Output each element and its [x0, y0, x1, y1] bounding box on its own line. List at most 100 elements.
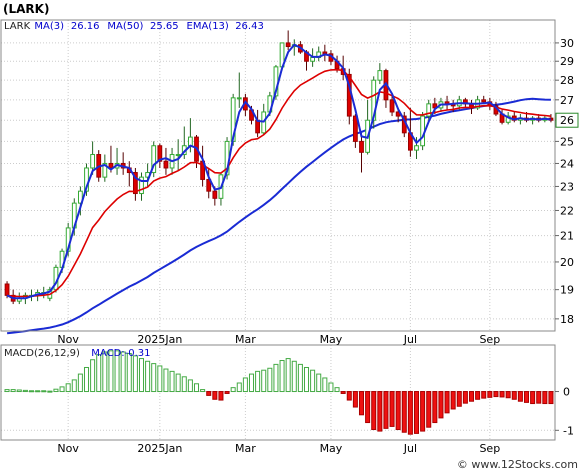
- macd-bar-negative: [438, 391, 444, 419]
- macd-y-ticks: 0 -1: [555, 386, 574, 437]
- macd-bar-negative: [340, 391, 346, 394]
- macd-bar-negative: [206, 391, 212, 396]
- price-y-tick-label: 19: [560, 284, 574, 297]
- macd-bar-positive: [261, 369, 267, 393]
- macd-bar-negative: [548, 391, 554, 405]
- price-x-tick-label: 2025Jan: [137, 333, 182, 346]
- macd-bar-positive: [126, 353, 132, 393]
- macd-bar-negative: [395, 391, 401, 431]
- macd-bar-positive: [310, 369, 316, 393]
- price-x-tick-label: Mar: [235, 333, 256, 346]
- candle-down: [206, 178, 212, 192]
- macd-bar-negative: [444, 391, 450, 414]
- macd-bar-negative: [505, 391, 511, 399]
- macd-bar-positive: [10, 389, 16, 393]
- candle-up: [426, 103, 432, 117]
- candle-down: [157, 145, 163, 162]
- macd-bar-positive: [255, 370, 261, 393]
- macd-bar-negative: [462, 391, 468, 404]
- macd-bar-negative: [432, 391, 438, 424]
- ma50-line: [6, 97, 551, 335]
- macd-bar-negative: [371, 391, 377, 431]
- candle-down: [285, 42, 291, 48]
- macd-bar-positive: [316, 373, 322, 393]
- macd-bar-negative: [358, 391, 365, 416]
- macd-bar-positive: [22, 389, 28, 393]
- macd-x-tick-label: 2025Jan: [137, 442, 182, 455]
- price-y-tick-label: 20: [560, 256, 574, 269]
- candle-up: [151, 145, 157, 174]
- macd-bar-negative: [352, 391, 358, 408]
- macd-bar-positive: [102, 351, 108, 393]
- macd-bar-positive: [90, 359, 96, 393]
- macd-x-tick-label: Mar: [235, 442, 256, 455]
- macd-bar-positive: [4, 389, 10, 393]
- macd-bar-positive: [169, 370, 175, 393]
- candle-up: [90, 154, 96, 169]
- macd-bar-negative: [493, 391, 499, 398]
- macd-bar-positive: [242, 377, 248, 393]
- macd-bar-positive: [230, 387, 236, 393]
- macd-bar-positive: [120, 351, 126, 393]
- price-legend: LARK MA(3) 26.16 MA(50) 25.65 EMA(13) 26.43: [4, 21, 264, 32]
- candle-down: [4, 283, 10, 296]
- macd-bar-positive: [248, 373, 255, 393]
- price-y-tick-label: 30: [560, 37, 574, 50]
- macd-bar-positive: [303, 366, 310, 393]
- macd-bar-negative: [456, 391, 462, 407]
- panel-frames: [0, 19, 556, 441]
- price-y-tick-label: 25: [560, 135, 574, 148]
- macd-bar-negative: [475, 391, 481, 400]
- macd-bar-positive: [297, 363, 303, 393]
- macd-bar-positive: [291, 360, 297, 393]
- macd-bar-negative: [377, 391, 383, 432]
- macd-bar-positive: [53, 388, 59, 393]
- macd-panel-frame: [0, 344, 556, 441]
- ema13-line: [6, 68, 551, 298]
- macd-bar-negative: [487, 391, 493, 398]
- macd-bar-positive: [145, 360, 151, 393]
- macd-bar-positive: [151, 363, 157, 393]
- macd-bar-positive: [163, 368, 169, 393]
- macd-bar-negative: [383, 391, 389, 429]
- macd-bar-negative: [426, 391, 432, 428]
- candle-up: [420, 115, 426, 147]
- candle-up: [505, 115, 511, 123]
- macd-bar-negative: [542, 391, 548, 405]
- last-price-box: [555, 112, 579, 128]
- last-price-label: 26: [560, 114, 574, 127]
- macd-bar-negative: [413, 391, 420, 434]
- price-y-tick-label: 24: [560, 157, 574, 170]
- macd-bar-negative: [536, 391, 542, 404]
- candle-down: [212, 190, 218, 199]
- macd-bar-negative: [530, 391, 536, 405]
- legend-entry: 26.43: [235, 21, 264, 32]
- candle-up: [175, 154, 181, 157]
- macd-legend: MACD(26,12,9) MACD:-0.31: [4, 348, 151, 359]
- macd-bar-positive: [132, 355, 138, 393]
- legend-entry: EMA(13): [187, 21, 229, 32]
- macd-bar-negative: [407, 391, 413, 435]
- macd-bar-positive: [157, 365, 163, 393]
- macd-legend-entry: MACD:-0.31: [91, 348, 150, 359]
- macd-bar-positive: [187, 379, 193, 393]
- macd-bar-negative: [389, 391, 395, 427]
- macd-x-tick-label: Jul: [403, 442, 417, 455]
- price-y-tick-label: 27: [560, 94, 574, 107]
- candle-up: [187, 136, 193, 147]
- macd-bar-positive: [41, 390, 47, 393]
- price-x-tick-label: Nov: [57, 333, 79, 346]
- candle-up: [310, 57, 316, 62]
- legend-entry: 25.65: [150, 21, 179, 32]
- price-y-tick-label: 18: [560, 313, 574, 326]
- price-y-tick-label: 21: [560, 230, 574, 243]
- macd-bar-negative: [420, 391, 426, 432]
- candle-down: [163, 160, 169, 169]
- candle-down: [389, 99, 395, 113]
- macd-x-ticks: Nov 2025Jan Mar May Jul Sep: [57, 442, 500, 455]
- macd-y-tick-label: -1: [563, 424, 574, 437]
- macd-y-tick-label: 0: [563, 386, 570, 399]
- macd-bar-negative: [523, 391, 530, 403]
- macd-bar-positive: [59, 386, 65, 393]
